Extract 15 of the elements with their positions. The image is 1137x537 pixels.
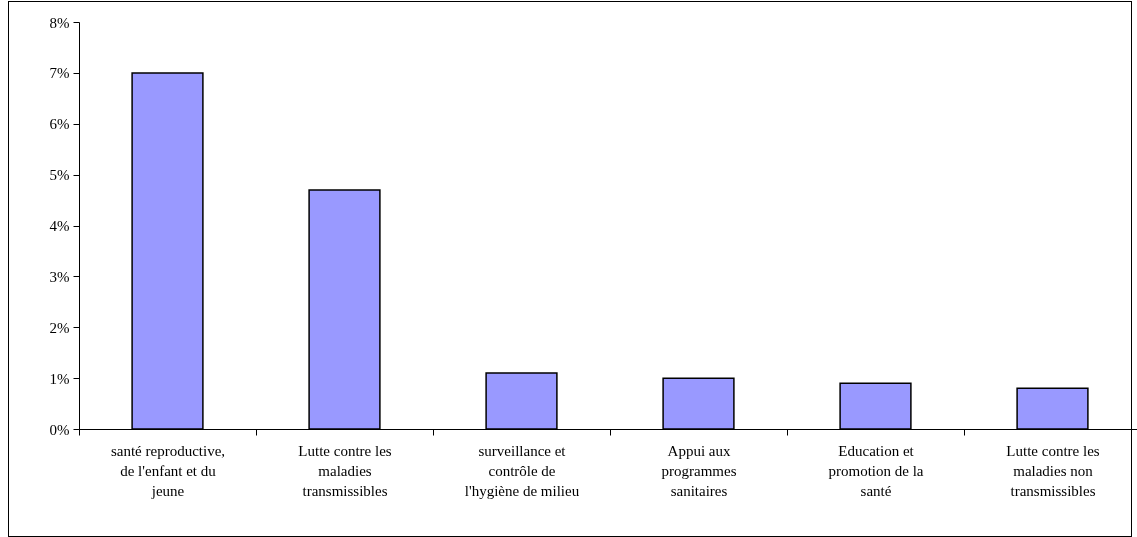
x-tick-label: Education et promotion de la santé <box>828 442 924 499</box>
x-tick-label: surveillance et contrôle de l'hygiène de milieu <box>464 442 580 499</box>
y-tick-label: 1% <box>49 370 70 387</box>
y-tick-label: 5% <box>49 167 70 184</box>
x-tick-label: Lutte contre les maladies non transmissibles <box>1006 442 1100 499</box>
x-tick-label: Lutte contre les maladies transmissibles <box>298 442 392 499</box>
y-tick-label: 7% <box>49 65 70 82</box>
x-tick-label: santé reproductive, de l'enfant et du jeune <box>110 442 226 499</box>
y-tick-label: 8% <box>49 14 70 31</box>
y-tick-label: 4% <box>49 218 70 234</box>
y-tick-label: 3% <box>49 268 70 285</box>
y-tick-label: 2% <box>49 319 70 336</box>
x-tick-label: Appui aux programmes sanitaires <box>661 442 737 499</box>
y-tick-label: 6% <box>49 116 70 133</box>
y-tick-label: 0% <box>49 421 70 438</box>
